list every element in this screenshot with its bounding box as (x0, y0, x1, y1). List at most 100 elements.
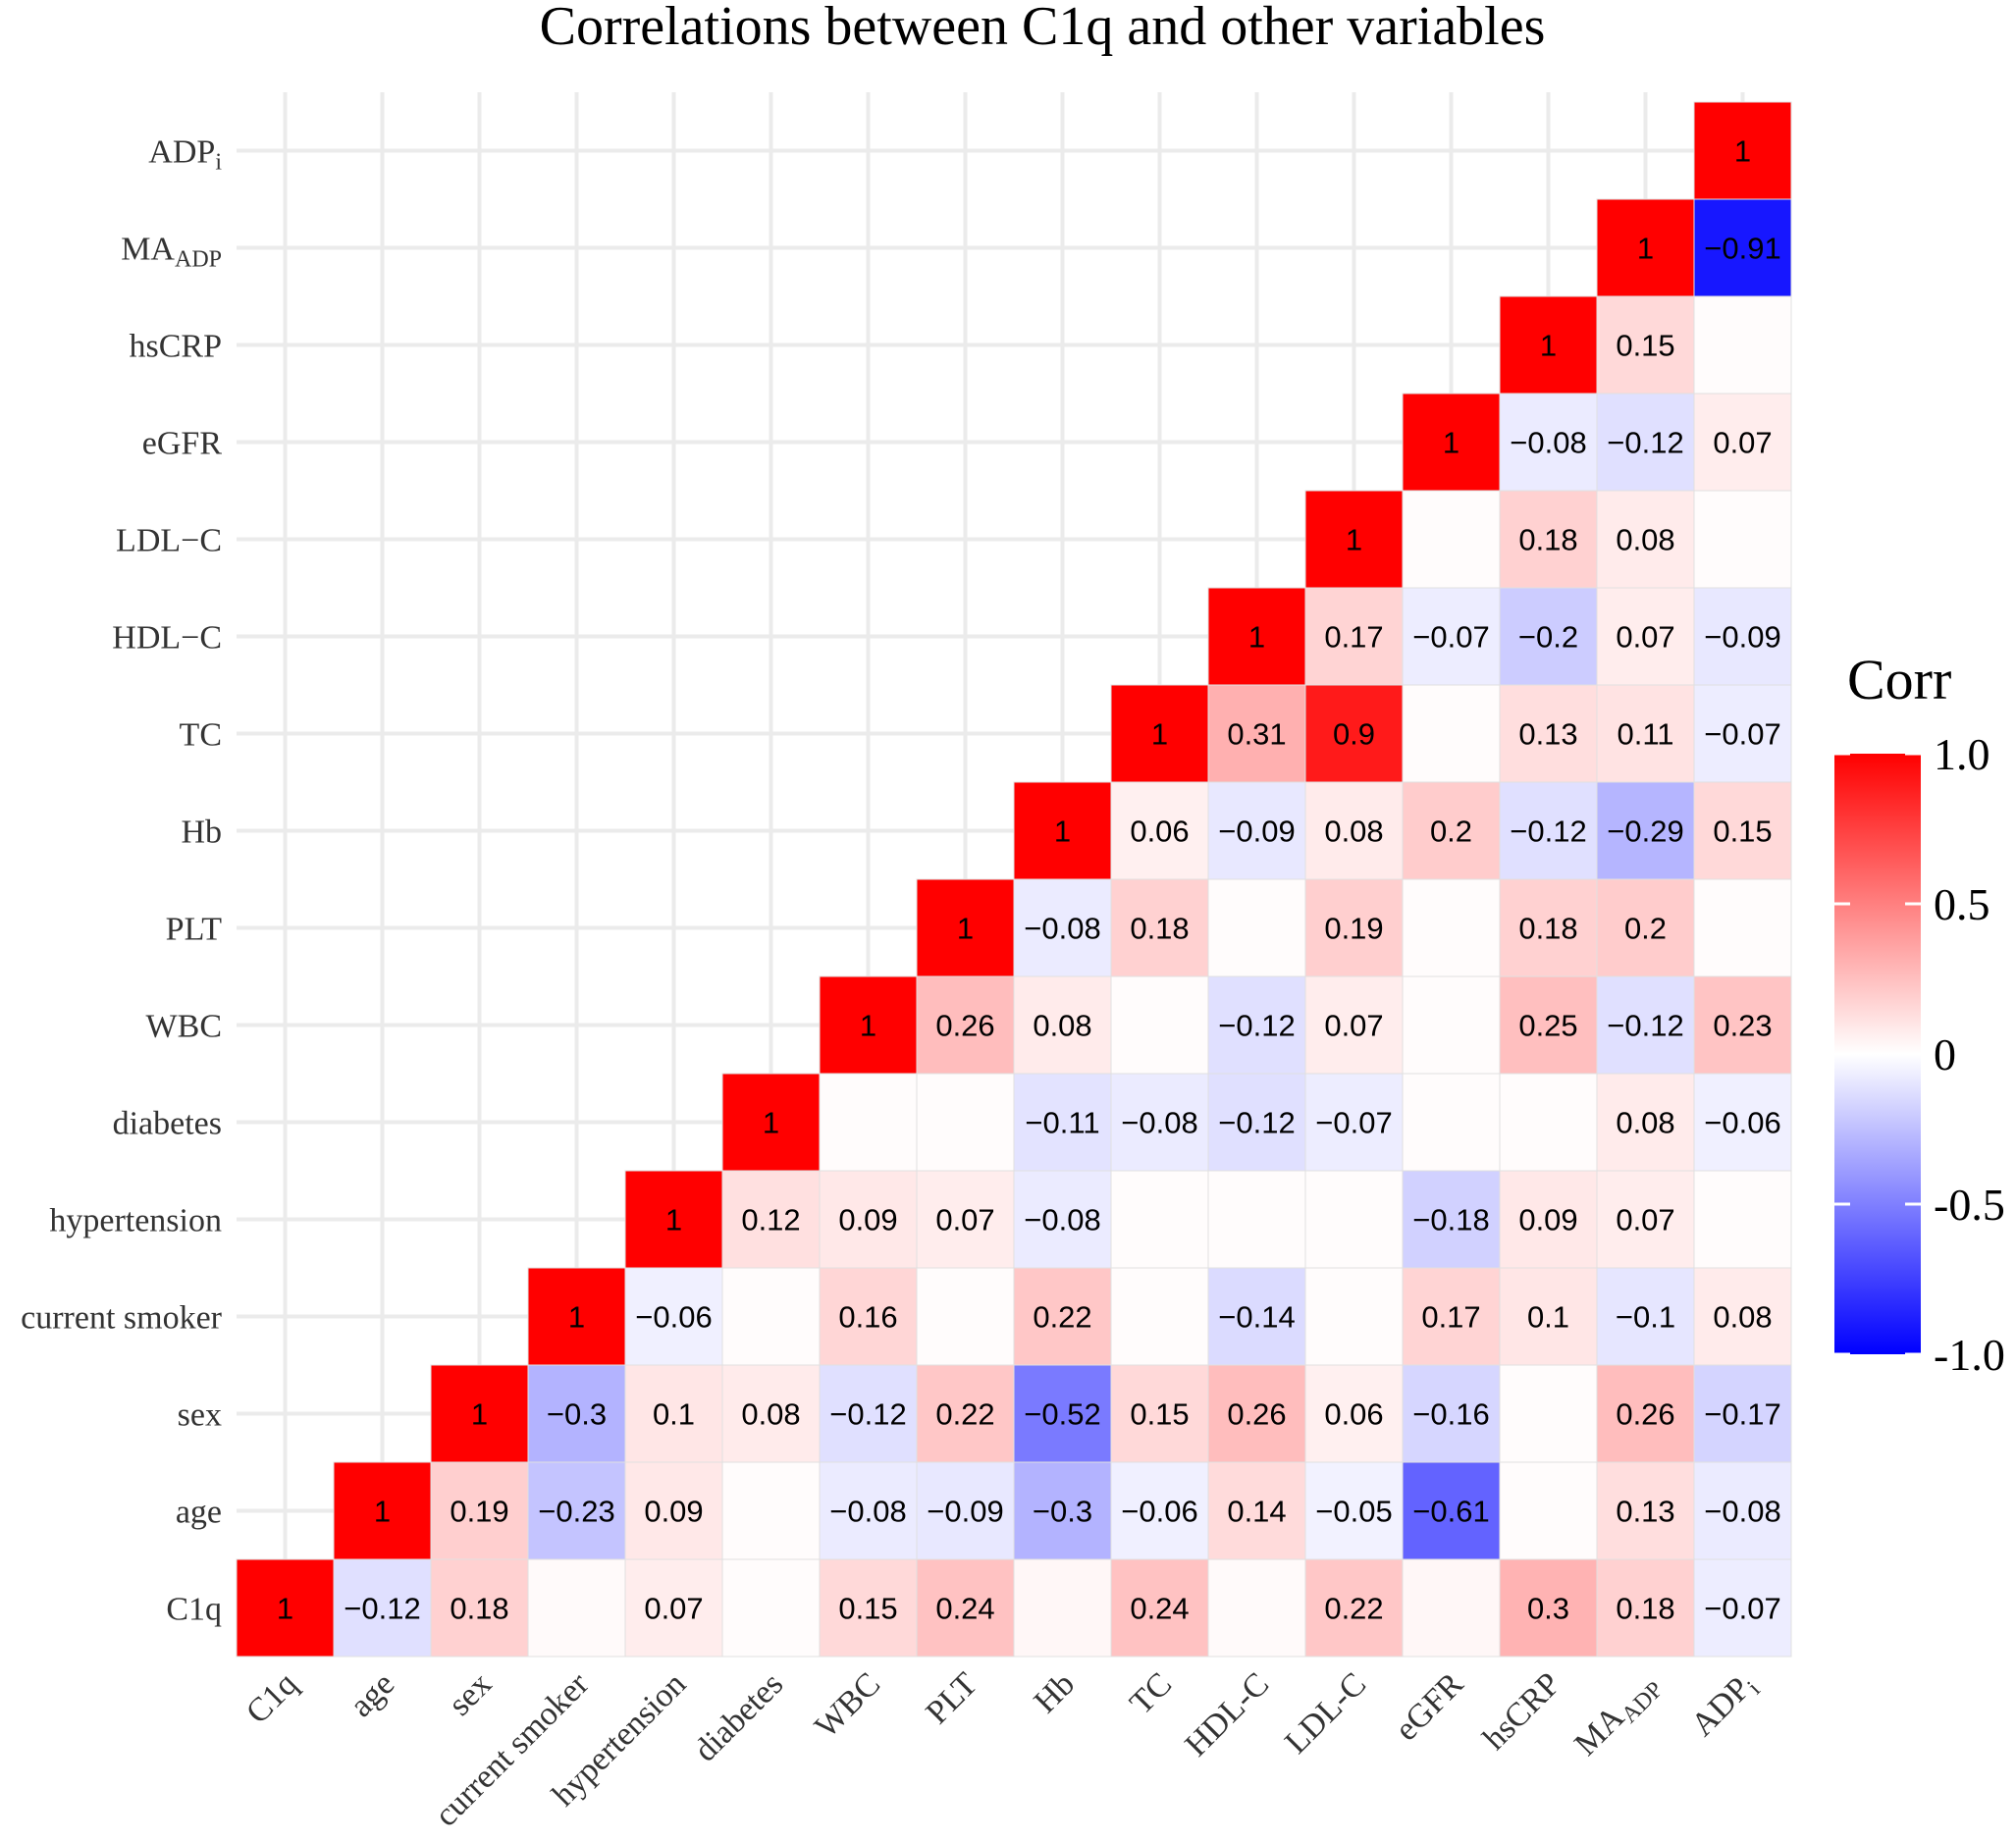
cell-maadp-hscrp (1596, 295, 1695, 395)
cell-label: 0.07 (1713, 426, 1772, 460)
chart-title: Correlations between C1q and other varia… (540, 0, 1546, 57)
cell-value-labels: 1 −0.12 0.18 0.07 0.15 0.24 0.24 0.22 0.3 0.18 −0.… (277, 134, 1781, 1626)
cell-wbc-diabetes (819, 1073, 918, 1172)
cell-egfr-wbc (1402, 975, 1501, 1075)
cell-current-smoker-current-smoker (527, 1267, 626, 1366)
cell-label: −0.11 (1025, 1106, 1099, 1140)
cell-adpi-adpi (1693, 101, 1792, 200)
cell-label: −0.06 (1121, 1495, 1197, 1529)
cell-hb-hb (1013, 781, 1112, 880)
cell-tc-sex (1110, 1364, 1209, 1463)
cell-label: 0.18 (1518, 912, 1577, 946)
cell-label: −0.12 (344, 1592, 420, 1626)
cell-label: −0.17 (1704, 1397, 1780, 1432)
cell-wbc-sex (819, 1364, 918, 1463)
cell-adpi-maadp (1693, 198, 1792, 297)
cell-maadp-diabetes (1596, 1073, 1695, 1172)
cell-label: −0.05 (1315, 1495, 1392, 1529)
cell-label: 0.24 (1130, 1592, 1189, 1626)
cell-hypertension-sex (624, 1364, 723, 1463)
cell-maadp-maadp (1596, 198, 1695, 297)
cell-sex-c1q (430, 1558, 529, 1658)
cell-label: 0.3 (1527, 1592, 1569, 1626)
cell-maadp-sex (1596, 1364, 1695, 1463)
y-tick-label: PLT (166, 912, 223, 948)
y-tick-label: WBC (146, 1009, 222, 1045)
cell-label: 0.2 (1430, 815, 1472, 849)
cell-hdl-c-sex (1207, 1364, 1306, 1463)
cell-hypertension-current-smoker (624, 1267, 723, 1366)
cell-ldl-c-hdl-c (1304, 587, 1404, 686)
cell-label: 0.07 (935, 1203, 994, 1237)
cell-label: −0.14 (1218, 1300, 1295, 1335)
cell-label: 0.1 (1527, 1300, 1569, 1335)
legend-ticks: 1.0 0.5 0 -0.5 -1.0 (1834, 729, 2005, 1380)
cell-ldl-c-age (1304, 1461, 1404, 1560)
cell-hypertension-hypertension (624, 1170, 723, 1269)
cell-hscrp-sex (1499, 1364, 1598, 1463)
cell-maadp-current-smoker (1596, 1267, 1695, 1366)
cell-hscrp-egfr (1499, 393, 1598, 492)
cell-diabetes-age (721, 1461, 821, 1560)
cell-label: 0.18 (1616, 1592, 1674, 1626)
cell-maadp-hdl-c (1596, 587, 1695, 686)
cell-label: 1 (1734, 134, 1751, 169)
cell-hscrp-current-smoker (1499, 1267, 1598, 1366)
cell-adpi-age (1693, 1461, 1792, 1560)
y-tick-label: C1q (166, 1592, 222, 1628)
cell-hscrp-hscrp (1499, 295, 1598, 395)
cell-label: −0.16 (1412, 1397, 1489, 1432)
cell-label: 1 (763, 1106, 779, 1140)
cell-egfr-c1q (1402, 1558, 1501, 1658)
cell-maadp-hb (1596, 781, 1695, 880)
cell-tc-c1q (1110, 1558, 1209, 1658)
cell-c1q-c1q (236, 1558, 335, 1658)
cell-diabetes-hypertension (721, 1170, 821, 1269)
cell-hscrp-plt (1499, 878, 1598, 977)
cell-label: 0.06 (1324, 1397, 1383, 1432)
cell-label: 0.23 (1713, 1009, 1772, 1043)
cell-label: −0.06 (1704, 1106, 1780, 1140)
cell-label: 0.08 (1616, 1106, 1674, 1140)
cell-egfr-diabetes (1402, 1073, 1501, 1172)
cell-label: 0.07 (1616, 1203, 1674, 1237)
cell-hb-c1q (1013, 1558, 1112, 1658)
cell-ldl-c-wbc (1304, 975, 1404, 1075)
cell-hypertension-age (624, 1461, 723, 1560)
cell-label: 0.08 (1713, 1300, 1772, 1335)
cell-age-c1q (333, 1558, 432, 1658)
cell-label: 1 (374, 1495, 391, 1529)
y-tick-label: MAADP (121, 232, 222, 273)
cell-hscrp-diabetes (1499, 1073, 1598, 1172)
cell-label: −0.08 (1024, 912, 1100, 946)
cell-adpi-plt (1693, 878, 1792, 977)
cell-label: 0.24 (935, 1592, 994, 1626)
cell-label: −0.12 (1218, 1106, 1295, 1140)
cell-label: −0.07 (1412, 620, 1489, 655)
cell-label: 0.22 (935, 1397, 994, 1432)
cell-ldl-c-c1q (1304, 1558, 1404, 1658)
cell-label: −0.08 (1510, 426, 1586, 460)
cell-adpi-current-smoker (1693, 1267, 1792, 1366)
cell-label: 0.22 (1324, 1592, 1383, 1626)
cell-label: 0.13 (1616, 1495, 1674, 1529)
cell-label: −0.29 (1607, 815, 1683, 849)
cell-label: 0.2 (1624, 912, 1667, 946)
cell-label: 0.25 (1518, 1009, 1577, 1043)
cell-label: 0.17 (1324, 620, 1383, 655)
cell-maadp-ldl-c (1596, 490, 1695, 589)
cell-label: −0.09 (1218, 815, 1295, 849)
cell-egfr-tc (1402, 684, 1501, 783)
y-tick-label: sex (178, 1397, 222, 1434)
cell-label: 0.31 (1227, 717, 1286, 752)
cell-sex-sex (430, 1364, 529, 1463)
cell-ldl-c-hb (1304, 781, 1404, 880)
cell-tc-tc (1110, 684, 1209, 783)
y-tick-label: eGFR (142, 426, 223, 462)
cell-label: −0.09 (927, 1495, 1003, 1529)
cell-label: 1 (1151, 717, 1168, 752)
cell-label: 1 (1443, 426, 1459, 460)
cell-label: 1 (568, 1300, 585, 1335)
y-tick-label: diabetes (113, 1106, 222, 1142)
